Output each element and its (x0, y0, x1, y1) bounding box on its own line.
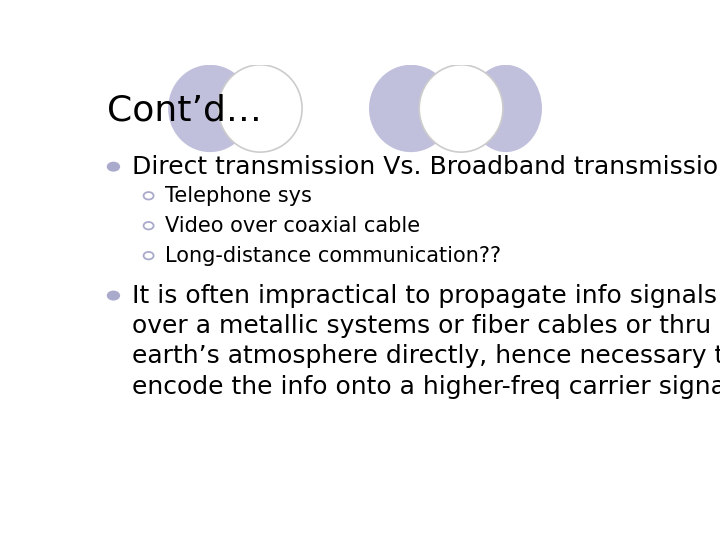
Text: Long-distance communication??: Long-distance communication?? (166, 246, 501, 266)
Text: Direct transmission Vs. Broadband transmission.: Direct transmission Vs. Broadband transm… (132, 154, 720, 179)
Circle shape (143, 252, 153, 259)
Text: earth’s atmosphere directly, hence necessary to: earth’s atmosphere directly, hence neces… (132, 345, 720, 368)
Circle shape (107, 161, 120, 172)
Text: encode the info onto a higher-freq carrier signal.: encode the info onto a higher-freq carri… (132, 375, 720, 399)
Ellipse shape (369, 65, 453, 152)
Text: Cont’d…: Cont’d… (107, 93, 261, 127)
Ellipse shape (218, 65, 302, 152)
Text: Telephone sys: Telephone sys (166, 186, 312, 206)
Ellipse shape (168, 65, 252, 152)
Text: over a metallic systems or fiber cables or thru: over a metallic systems or fiber cables … (132, 314, 711, 338)
Ellipse shape (419, 65, 503, 152)
Circle shape (143, 192, 153, 199)
Circle shape (107, 291, 120, 301)
Circle shape (143, 222, 153, 230)
Ellipse shape (469, 65, 542, 152)
Text: Video over coaxial cable: Video over coaxial cable (166, 215, 420, 236)
Text: It is often impractical to propagate info signals: It is often impractical to propagate inf… (132, 284, 717, 308)
